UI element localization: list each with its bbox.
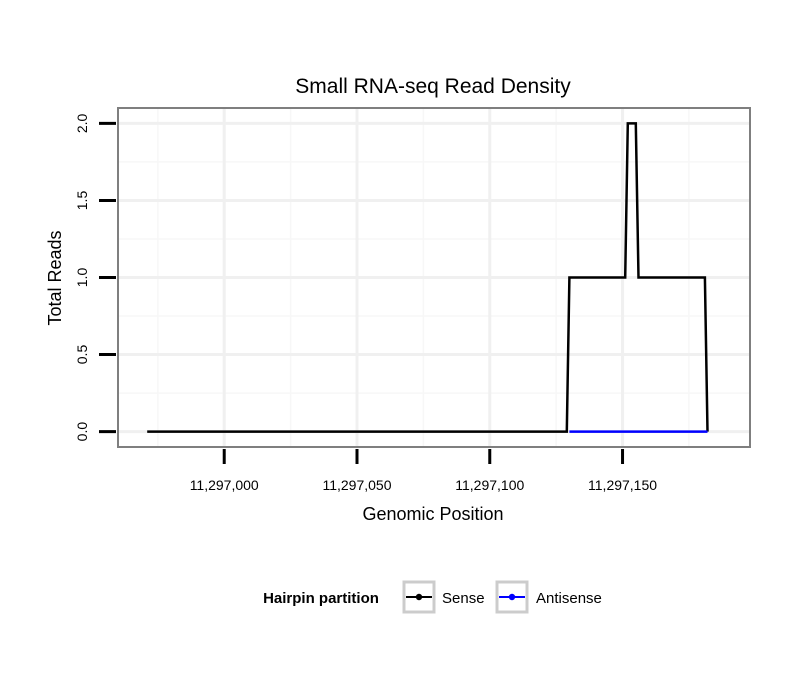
legend-marker-antisense bbox=[508, 593, 516, 601]
x-axis-ticks: 11,297,000 11,297,050 11,297,100 11,297,150 bbox=[190, 449, 657, 493]
y-tick-label: 0.0 bbox=[74, 422, 90, 442]
legend-title: Hairpin partition bbox=[263, 590, 379, 607]
plot-border bbox=[117, 107, 751, 448]
x-tick-label: 11,297,000 bbox=[190, 477, 259, 493]
legend-item-sense: Sense bbox=[402, 580, 485, 614]
y-tick-label: 1.5 bbox=[74, 191, 90, 211]
x-tick-label: 11,297,150 bbox=[588, 477, 657, 493]
series-line-sense bbox=[147, 122, 709, 433]
y-tick-label: 2.0 bbox=[74, 113, 90, 133]
legend-label-antisense: Antisense bbox=[536, 590, 602, 607]
series-layer bbox=[147, 122, 709, 433]
y-tick-label: 0.5 bbox=[74, 345, 90, 365]
legend-marker-sense bbox=[415, 593, 423, 601]
y-axis-ticks: 0.0 0.5 1.0 1.5 2.0 bbox=[74, 113, 116, 441]
legend-label-sense: Sense bbox=[442, 590, 485, 607]
x-axis-label: Genomic Position bbox=[362, 504, 503, 524]
y-axis-label: Total Reads bbox=[45, 230, 65, 325]
x-tick-label: 11,297,050 bbox=[322, 477, 391, 493]
y-tick-label: 1.0 bbox=[74, 268, 90, 288]
legend-item-antisense: Antisense bbox=[495, 580, 602, 614]
chart-title: Small RNA-seq Read Density bbox=[295, 75, 571, 98]
legend: Hairpin partition Sense Antisense bbox=[263, 580, 602, 614]
x-tick-label: 11,297,100 bbox=[455, 477, 524, 493]
